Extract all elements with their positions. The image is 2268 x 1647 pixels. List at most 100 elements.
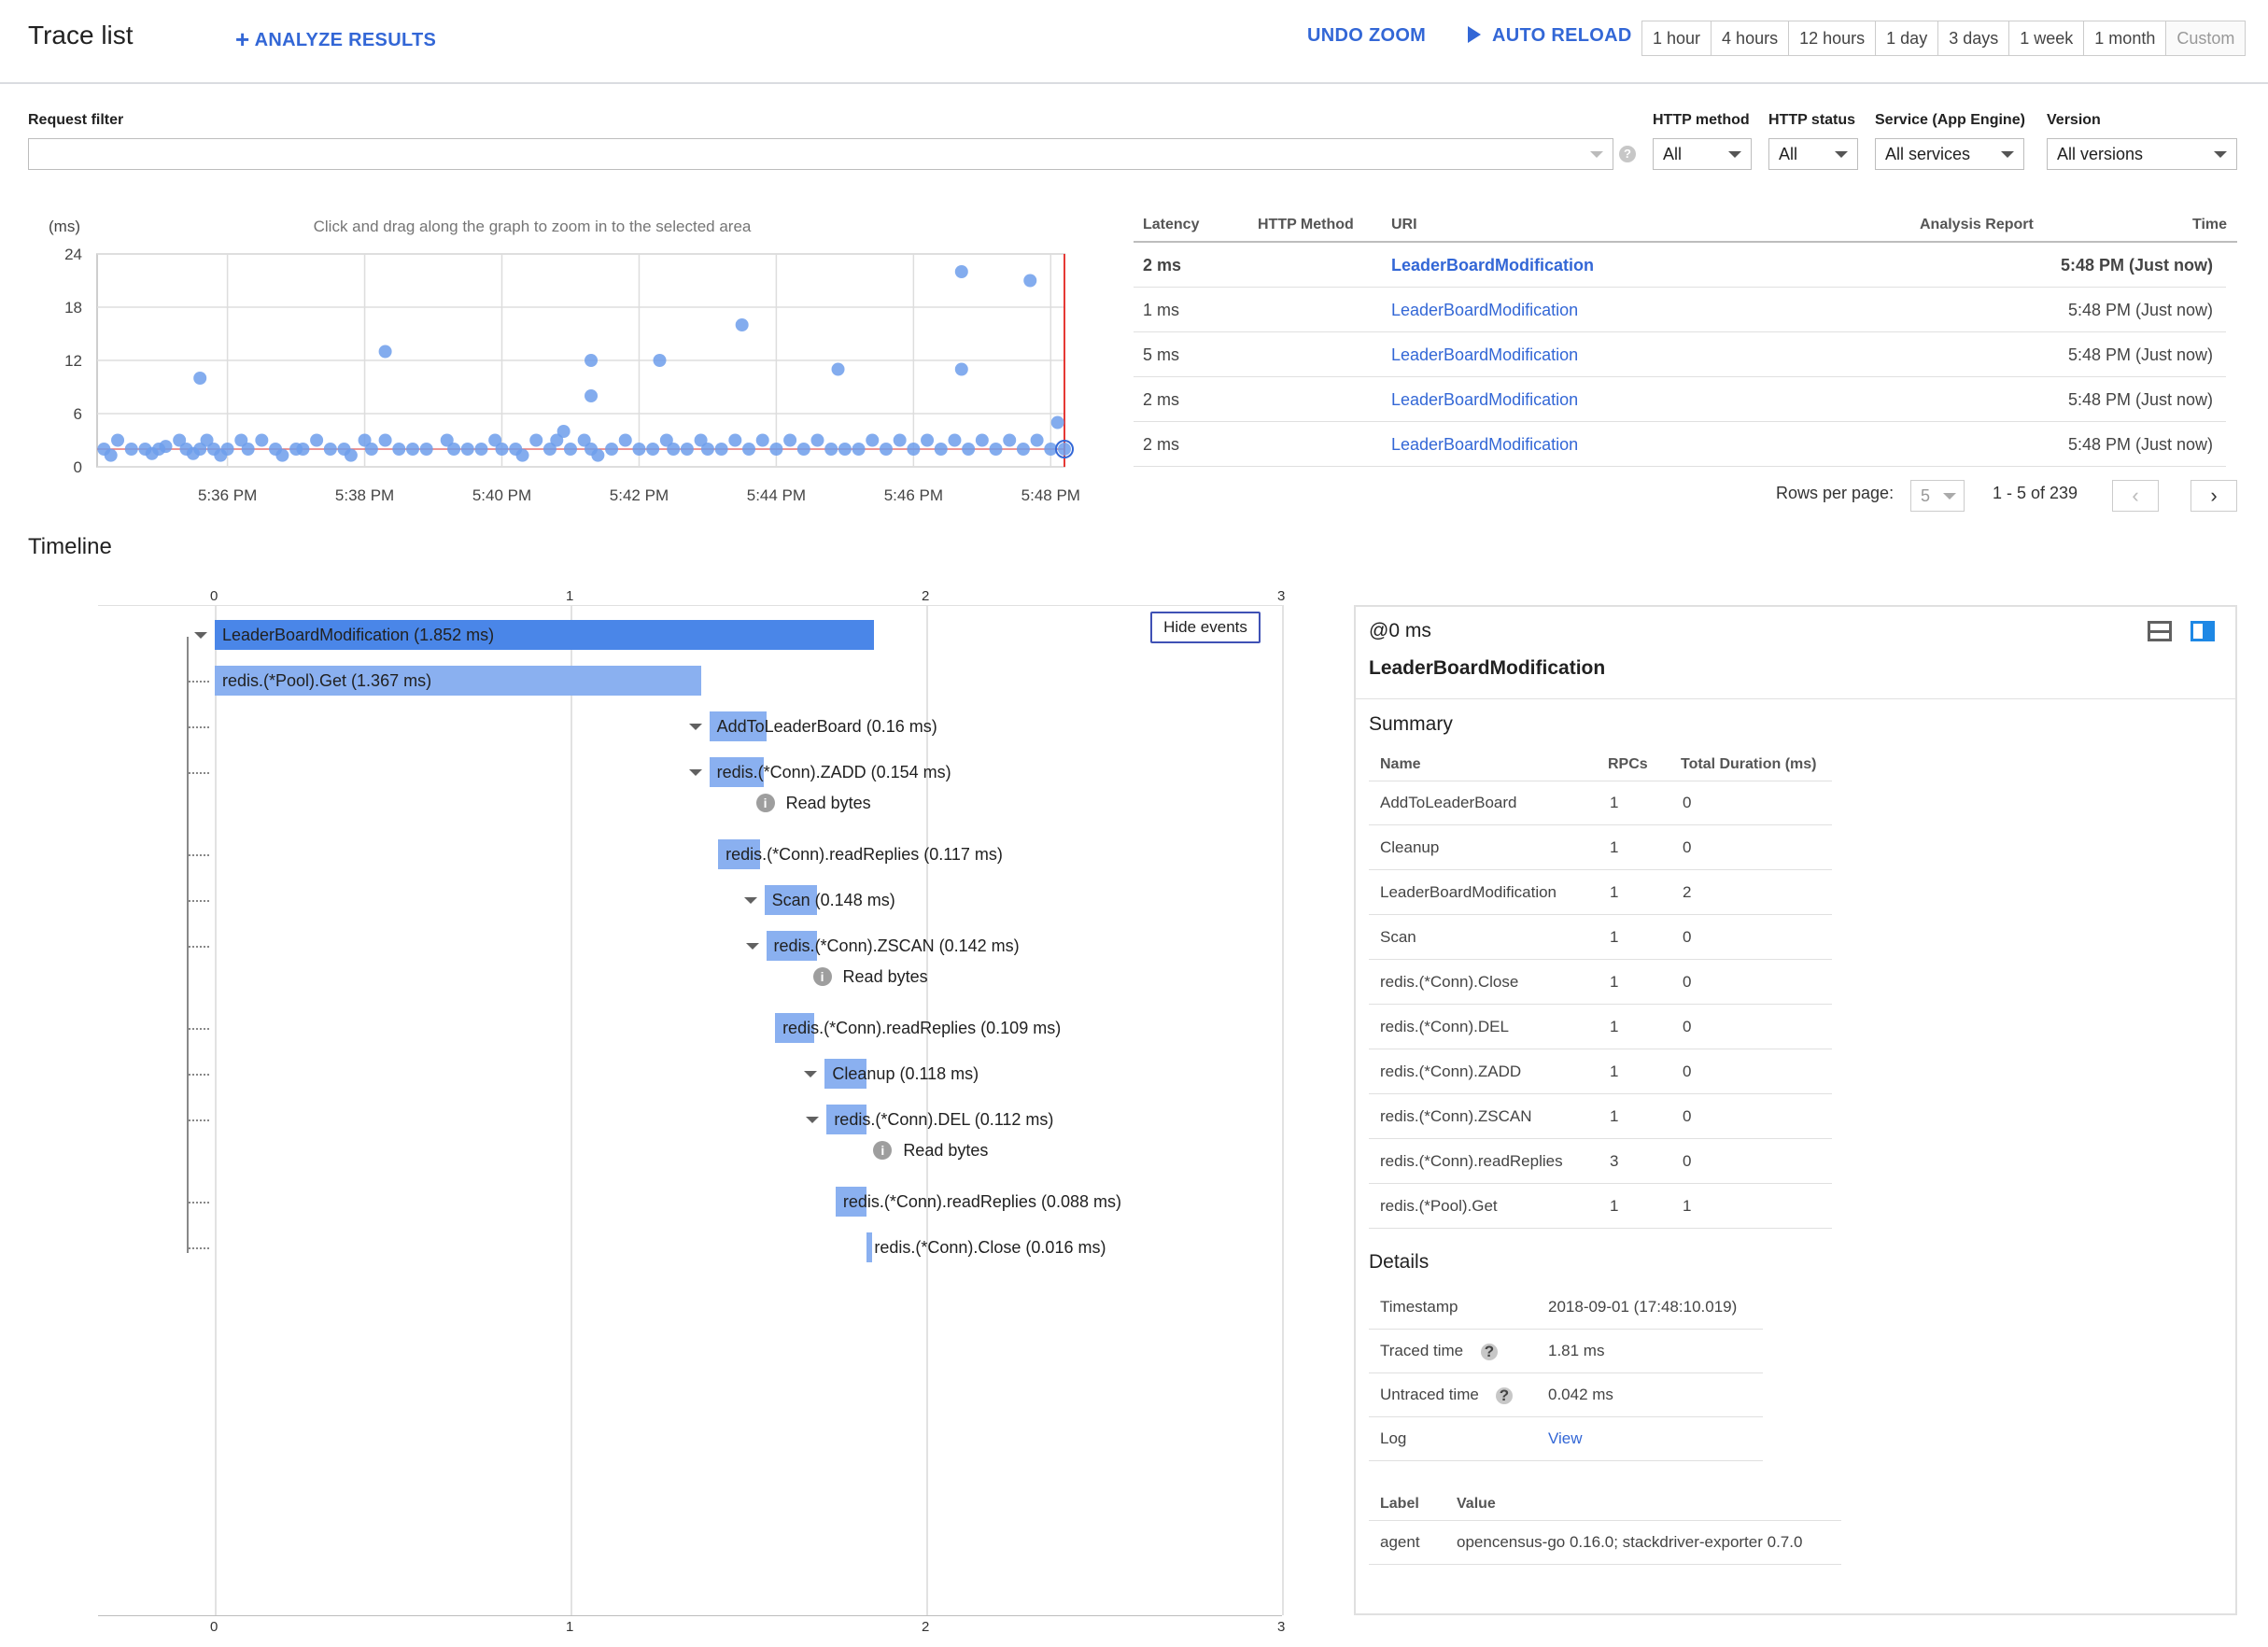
rows-per-page-select[interactable]: 5: [1910, 480, 1965, 512]
span-bar[interactable]: [718, 839, 760, 869]
uri-link[interactable]: LeaderBoardModification: [1391, 390, 1579, 409]
span-bar[interactable]: [764, 885, 818, 915]
trace-point[interactable]: [550, 433, 564, 447]
latency-scatter-chart[interactable]: (ms) Click and drag along the graph to z…: [37, 205, 1102, 504]
uri-link[interactable]: LeaderBoardModification: [1391, 345, 1579, 364]
log-view-link[interactable]: View: [1548, 1429, 1583, 1447]
trace-point[interactable]: [591, 448, 605, 462]
range-1-hour[interactable]: 1 hour: [1642, 21, 1712, 55]
span-label[interactable]: Cleanup (0.118 ms): [832, 1064, 979, 1083]
trace-point[interactable]: [159, 440, 173, 454]
trace-point[interactable]: [419, 443, 433, 456]
trace-point[interactable]: [605, 443, 619, 456]
trace-point[interactable]: [866, 433, 880, 447]
range-3-days[interactable]: 3 days: [1938, 21, 2010, 55]
trace-point[interactable]: [975, 433, 989, 447]
trace-point[interactable]: [934, 443, 948, 456]
uri-link[interactable]: LeaderBoardModification: [1391, 301, 1579, 319]
col-http-method[interactable]: HTTP Method: [1258, 217, 1354, 232]
trace-point[interactable]: [907, 443, 921, 456]
trace-point[interactable]: [556, 425, 571, 438]
trace-point[interactable]: [585, 354, 599, 367]
table-row[interactable]: 2 ms LeaderBoardModification 5:48 PM (Just…: [1134, 377, 2226, 422]
trace-point[interactable]: [653, 354, 667, 367]
span-label[interactable]: AddToLeaderBoard (0.16 ms): [716, 717, 937, 736]
table-row[interactable]: 5 ms LeaderBoardModification 5:48 PM (Just…: [1134, 332, 2226, 377]
trace-point[interactable]: [193, 372, 207, 385]
trace-point[interactable]: [735, 318, 749, 331]
table-row[interactable]: 2 ms LeaderBoardModification 5:48 PM (Just…: [1134, 422, 2226, 467]
span-bar[interactable]: [824, 1059, 867, 1089]
range-1-week[interactable]: 1 week: [2009, 21, 2085, 55]
trace-point[interactable]: [694, 433, 708, 447]
trace-point[interactable]: [783, 433, 797, 447]
trace-point[interactable]: [323, 443, 337, 456]
trace-point[interactable]: [838, 443, 852, 456]
trace-point[interactable]: [193, 443, 207, 456]
trace-point[interactable]: [852, 443, 866, 456]
hide-events-button[interactable]: Hide events: [1150, 612, 1261, 643]
trace-point[interactable]: [810, 433, 824, 447]
trace-point[interactable]: [954, 265, 968, 278]
expand-triangle-icon[interactable]: [743, 897, 757, 904]
trace-point[interactable]: [667, 443, 681, 456]
span-label[interactable]: redis.(*Conn).DEL (0.112 ms): [834, 1110, 1054, 1129]
trace-point[interactable]: [954, 362, 968, 376]
table-row[interactable]: 1 ms LeaderBoardModification 5:48 PM (Just…: [1134, 288, 2226, 332]
range-custom[interactable]: Custom: [2166, 21, 2246, 55]
http-status-select[interactable]: All: [1768, 138, 1858, 170]
help-icon[interactable]: ?: [1619, 146, 1636, 162]
trace-point[interactable]: [1030, 433, 1044, 447]
auto-reload-button[interactable]: AUTO RELOAD: [1468, 25, 1632, 47]
expand-triangle-icon[interactable]: [688, 769, 702, 776]
trace-point[interactable]: [364, 443, 378, 456]
trace-point[interactable]: [1023, 274, 1037, 288]
trace-point[interactable]: [310, 433, 324, 447]
trace-point[interactable]: [124, 443, 138, 456]
trace-point[interactable]: [241, 443, 255, 456]
range-1-month[interactable]: 1 month: [2084, 21, 2167, 55]
trace-point[interactable]: [1003, 433, 1017, 447]
span-bar[interactable]: [709, 757, 765, 787]
uri-link[interactable]: LeaderBoardModification: [1391, 435, 1579, 454]
undo-zoom-button[interactable]: UNDO ZOOM: [1307, 25, 1427, 46]
span-label[interactable]: redis.(*Conn).Close (0.016 ms): [874, 1238, 1106, 1257]
col-analysis-report[interactable]: Analysis Report: [1920, 217, 2034, 232]
trace-point[interactable]: [529, 433, 543, 447]
uri-link[interactable]: LeaderBoardModification: [1391, 256, 1595, 274]
trace-point[interactable]: [577, 433, 591, 447]
trace-point[interactable]: [618, 433, 632, 447]
trace-point[interactable]: [632, 443, 646, 456]
trace-point[interactable]: [234, 433, 248, 447]
trace-point[interactable]: [173, 433, 187, 447]
trace-point[interactable]: [1044, 443, 1058, 456]
trace-point[interactable]: [358, 433, 372, 447]
trace-point[interactable]: [921, 433, 935, 447]
span-label[interactable]: redis.(*Conn).ZSCAN (0.142 ms): [773, 936, 1020, 955]
span-bar[interactable]: [835, 1187, 867, 1217]
next-page-button[interactable]: ›: [2191, 480, 2237, 512]
trace-point[interactable]: [111, 433, 125, 447]
trace-point[interactable]: [255, 433, 269, 447]
span-label[interactable]: redis.(*Conn).readReplies (0.109 ms): [782, 1019, 1062, 1037]
col-latency[interactable]: Latency: [1143, 217, 1200, 232]
trace-point[interactable]: [755, 433, 769, 447]
span-bar[interactable]: [215, 620, 874, 650]
trace-point[interactable]: [962, 443, 976, 456]
table-row[interactable]: 2 ms LeaderBoardModification 5:48 PM (Just…: [1134, 243, 2226, 288]
trace-point[interactable]: [831, 362, 845, 376]
trace-point[interactable]: [495, 443, 509, 456]
trace-point[interactable]: [460, 443, 474, 456]
trace-point[interactable]: [220, 443, 234, 456]
trace-point[interactable]: [378, 345, 392, 359]
expand-triangle-icon[interactable]: [804, 1071, 818, 1077]
span-label[interactable]: redis.(*Pool).Get (1.367 ms): [222, 671, 432, 690]
col-time[interactable]: Time: [2192, 217, 2228, 232]
trace-point[interactable]: [447, 443, 461, 456]
trace-point[interactable]: [275, 448, 289, 462]
col-uri[interactable]: URI: [1391, 217, 1417, 232]
help-icon[interactable]: ?: [1481, 1344, 1498, 1360]
trace-point[interactable]: [728, 433, 742, 447]
trace-point[interactable]: [824, 443, 838, 456]
trace-point[interactable]: [742, 443, 756, 456]
